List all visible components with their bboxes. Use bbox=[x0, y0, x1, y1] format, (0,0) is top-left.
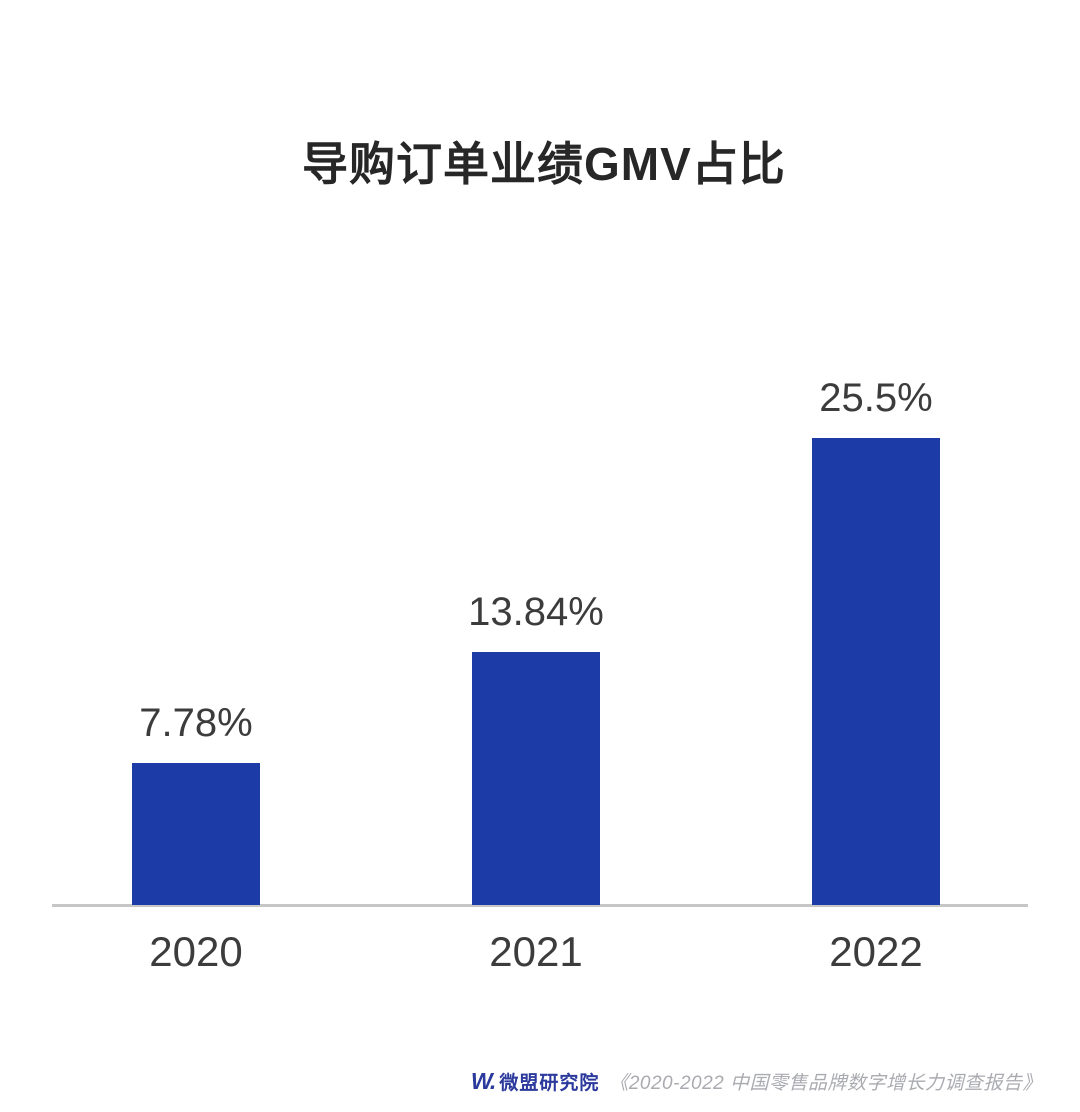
report-citation: 《2020-2022 中国零售品牌数字增长力调查报告》 bbox=[609, 1073, 1042, 1094]
bar-2020 bbox=[132, 763, 260, 905]
bar-2022 bbox=[812, 438, 940, 905]
x-tick-label-2020: 2020 bbox=[149, 928, 243, 975]
chart-title: 导购订单业绩GMV占比 bbox=[302, 138, 786, 190]
value-label-2020: 7.78% bbox=[139, 701, 253, 745]
value-label-2022: 25.5% bbox=[819, 376, 933, 420]
bar-2021 bbox=[472, 652, 600, 905]
x-axis-line bbox=[52, 904, 1028, 907]
weimob-logo-icon: W. bbox=[470, 1068, 496, 1094]
value-label-2021: 13.84% bbox=[468, 590, 604, 634]
logo-name: 微盟研究院 bbox=[499, 1073, 600, 1094]
footer: W. 微盟研究院 《2020-2022 中国零售品牌数字增长力调查报告》 bbox=[471, 1068, 1042, 1095]
x-tick-label-2021: 2021 bbox=[489, 928, 583, 975]
x-tick-label-2022: 2022 bbox=[829, 928, 923, 975]
